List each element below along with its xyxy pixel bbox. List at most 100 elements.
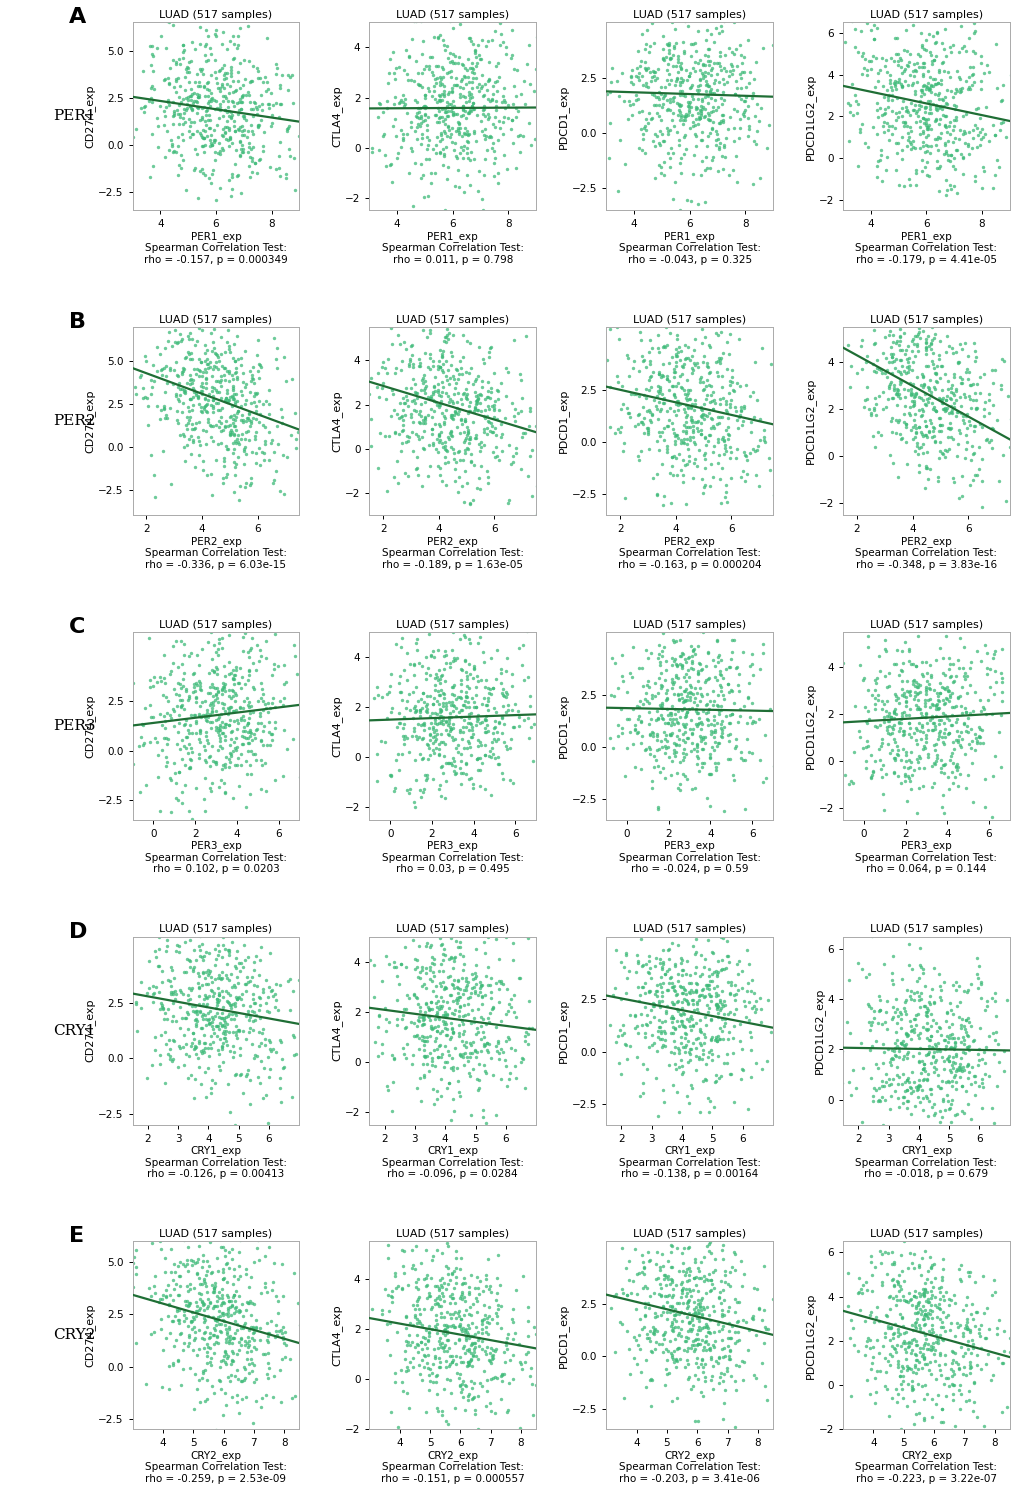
Point: [391, 664, 408, 688]
Point: [896, 1331, 912, 1355]
Point: [426, 1008, 442, 1032]
Point: [914, 1307, 930, 1331]
Point: [447, 736, 464, 759]
Point: [977, 640, 994, 664]
Point: [232, 706, 249, 730]
Point: [661, 1272, 678, 1295]
Point: [897, 57, 913, 80]
Point: [709, 1044, 726, 1068]
Point: [729, 1330, 745, 1354]
Point: [478, 1315, 494, 1339]
Point: [260, 1351, 276, 1374]
Point: [411, 1297, 427, 1321]
Point: [425, 965, 441, 989]
Point: [914, 375, 930, 399]
Point: [936, 133, 953, 156]
Point: [220, 663, 236, 686]
Point: [470, 703, 486, 727]
Point: [507, 436, 524, 460]
Point: [180, 756, 197, 780]
Point: [650, 381, 666, 405]
Point: [949, 401, 965, 424]
Point: [661, 1330, 678, 1354]
Point: [964, 420, 980, 444]
Point: [432, 414, 448, 438]
Point: [463, 1303, 479, 1327]
Point: [235, 104, 252, 128]
Point: [217, 679, 233, 703]
Point: [196, 398, 212, 421]
Point: [655, 130, 672, 153]
Point: [223, 996, 239, 1020]
Point: [967, 1352, 983, 1376]
Point: [998, 989, 1014, 1013]
Point: [899, 100, 915, 124]
Point: [666, 954, 683, 978]
Point: [671, 98, 687, 122]
Point: [631, 448, 647, 472]
Point: [700, 977, 716, 1001]
Point: [431, 1284, 447, 1307]
Point: [244, 119, 260, 143]
Point: [894, 1284, 910, 1307]
Point: [187, 686, 204, 710]
Point: [961, 372, 977, 396]
Point: [230, 98, 247, 122]
Point: [172, 1322, 189, 1346]
Point: [917, 423, 933, 447]
Point: [945, 1388, 961, 1412]
Point: [489, 51, 505, 74]
Point: [856, 695, 872, 719]
Point: [234, 993, 251, 1017]
Point: [196, 944, 212, 968]
Point: [180, 733, 197, 756]
Point: [923, 977, 940, 1001]
Point: [161, 10, 177, 34]
Point: [674, 356, 690, 380]
Point: [669, 103, 686, 127]
Point: [222, 908, 238, 932]
Point: [487, 98, 503, 122]
Point: [198, 750, 214, 774]
Point: [182, 978, 199, 1002]
Point: [985, 122, 1002, 146]
Point: [253, 109, 269, 133]
Point: [916, 727, 932, 750]
Point: [940, 334, 956, 357]
Point: [671, 750, 687, 774]
Point: [665, 421, 682, 445]
Point: [708, 669, 725, 692]
X-axis label: PER2_exp
Spearman Correlation Test:
rho = -0.348, p = 3.83e-16: PER2_exp Spearman Correlation Test: rho …: [855, 536, 997, 570]
Point: [634, 64, 650, 88]
Point: [461, 122, 477, 146]
Point: [237, 1298, 254, 1322]
Point: [668, 304, 685, 328]
Point: [173, 362, 190, 386]
Point: [666, 703, 683, 727]
Point: [919, 1301, 935, 1325]
Point: [832, 753, 848, 777]
Point: [880, 1342, 897, 1365]
Point: [692, 727, 708, 750]
Point: [161, 92, 177, 116]
Point: [185, 380, 202, 404]
Point: [215, 76, 231, 100]
Point: [640, 341, 656, 365]
Point: [370, 138, 386, 162]
Point: [185, 1038, 202, 1062]
Point: [404, 724, 420, 747]
Point: [915, 995, 931, 1018]
Point: [664, 43, 681, 67]
Point: [168, 786, 184, 810]
Point: [230, 432, 247, 456]
Point: [263, 722, 279, 746]
Point: [224, 1272, 240, 1295]
Point: [417, 406, 433, 430]
Point: [893, 1032, 909, 1056]
Point: [442, 926, 459, 950]
Point: [245, 368, 261, 392]
Point: [218, 462, 234, 485]
Point: [862, 1249, 878, 1273]
Point: [881, 369, 898, 393]
Point: [1003, 377, 1019, 401]
